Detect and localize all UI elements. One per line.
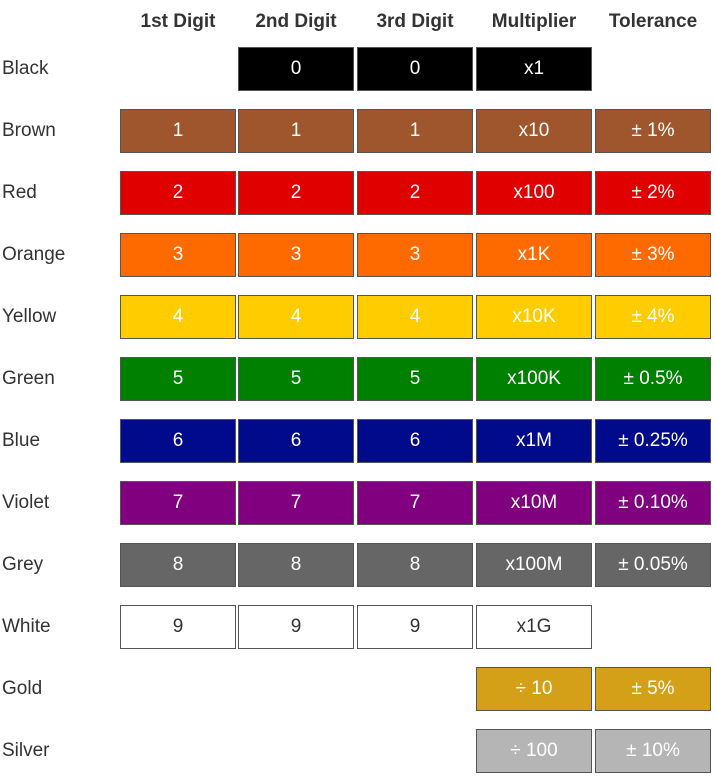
cell-blue-digit1: 6 (120, 419, 236, 463)
row-label-yellow: Yellow (2, 306, 57, 327)
cell-orange-digit2: 3 (238, 233, 354, 277)
header-2nd-digit: 2nd Digit (255, 11, 337, 32)
header-tolerance: Tolerance (608, 11, 698, 32)
cell-green-digit1: 5 (120, 357, 236, 401)
cell-silver-multiplier: ÷ 100 (476, 729, 592, 773)
row-label-orange: Orange (2, 244, 66, 265)
cell-violet-multiplier: x10M (476, 481, 592, 525)
row-label-grey: Grey (2, 554, 44, 575)
row-label-blue: Blue (2, 430, 41, 451)
cell-violet-digit1: 7 (120, 481, 236, 525)
cell-gold-multiplier: ÷ 10 (476, 667, 592, 711)
cell-yellow-multiplier: x10K (476, 295, 592, 339)
cell-yellow-digit3: 4 (357, 295, 473, 339)
row-label-silver: Silver (2, 740, 50, 761)
cell-orange-digit1: 3 (120, 233, 236, 277)
cell-brown-digit1: 1 (120, 109, 236, 153)
cell-grey-tolerance: ± 0.05% (595, 543, 711, 587)
header-multiplier: Multiplier (491, 11, 577, 32)
cell-grey-digit1: 8 (120, 543, 236, 587)
header-3rd-digit: 3rd Digit (376, 11, 454, 32)
cell-brown-multiplier: x10 (476, 109, 592, 153)
row-label-white: White (2, 616, 51, 637)
row-label-violet: Violet (2, 492, 50, 513)
cell-white-digit2: 9 (238, 605, 354, 649)
cell-orange-digit3: 3 (357, 233, 473, 277)
cell-blue-multiplier: x1M (476, 419, 592, 463)
cell-blue-digit3: 6 (357, 419, 473, 463)
cell-green-multiplier: x100K (476, 357, 592, 401)
cell-white-digit3: 9 (357, 605, 473, 649)
cell-yellow-digit2: 4 (238, 295, 354, 339)
cell-silver-tolerance: ± 10% (595, 729, 711, 773)
cell-violet-tolerance: ± 0.10% (595, 481, 711, 525)
row-label-red: Red (2, 182, 37, 203)
cell-black-digit3: 0 (357, 47, 473, 91)
cell-brown-digit2: 1 (238, 109, 354, 153)
row-label-brown: Brown (2, 120, 56, 141)
cell-white-digit1: 9 (120, 605, 236, 649)
cell-red-digit2: 2 (238, 171, 354, 215)
row-label-green: Green (2, 368, 55, 389)
cell-red-digit1: 2 (120, 171, 236, 215)
cell-grey-digit3: 8 (357, 543, 473, 587)
cell-green-digit3: 5 (357, 357, 473, 401)
cell-blue-digit2: 6 (238, 419, 354, 463)
cell-brown-digit3: 1 (357, 109, 473, 153)
cell-black-digit2: 0 (238, 47, 354, 91)
cell-brown-tolerance: ± 1% (595, 109, 711, 153)
cell-grey-digit2: 8 (238, 543, 354, 587)
cell-green-tolerance: ± 0.5% (595, 357, 711, 401)
cell-green-digit2: 5 (238, 357, 354, 401)
cell-gold-tolerance: ± 5% (595, 667, 711, 711)
cell-red-tolerance: ± 2% (595, 171, 711, 215)
row-label-black: Black (2, 58, 49, 79)
header-1st-digit: 1st Digit (140, 11, 216, 32)
cell-white-multiplier: x1G (476, 605, 592, 649)
row-label-gold: Gold (2, 678, 43, 699)
cell-blue-tolerance: ± 0.25% (595, 419, 711, 463)
cell-yellow-tolerance: ± 4% (595, 295, 711, 339)
cell-grey-multiplier: x100M (476, 543, 592, 587)
cell-orange-multiplier: x1K (476, 233, 592, 277)
cell-violet-digit3: 7 (357, 481, 473, 525)
cell-orange-tolerance: ± 3% (595, 233, 711, 277)
cell-black-multiplier: x1 (476, 47, 592, 91)
cell-red-digit3: 2 (357, 171, 473, 215)
cell-red-multiplier: x100 (476, 171, 592, 215)
cell-violet-digit2: 7 (238, 481, 354, 525)
cell-yellow-digit1: 4 (120, 295, 236, 339)
